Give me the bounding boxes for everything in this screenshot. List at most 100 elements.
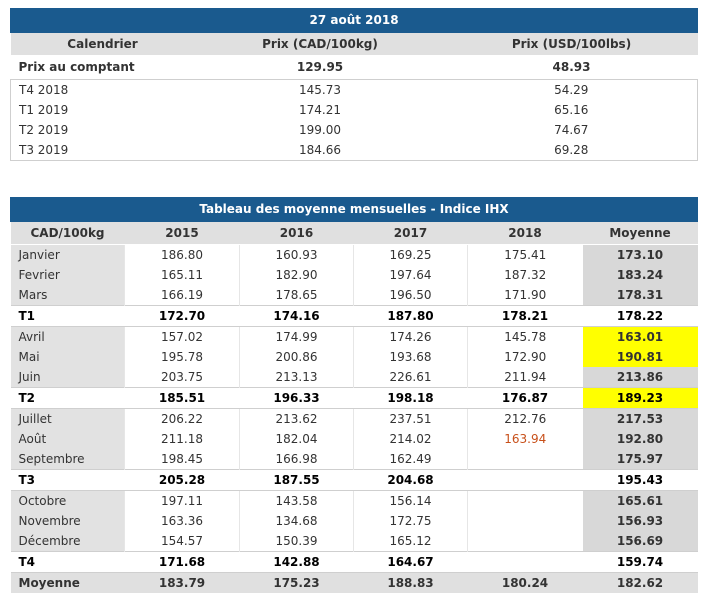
value-2015: 183.79 xyxy=(124,572,240,593)
spot-label: Prix au comptant xyxy=(10,55,195,80)
contract-price-usd: 54.29 xyxy=(445,79,699,100)
row-average: 159.74 xyxy=(582,551,698,573)
value-2015: 211.18 xyxy=(124,429,240,449)
value-2018 xyxy=(467,449,583,470)
contract-price-cad: 184.66 xyxy=(194,140,446,161)
month-row: Avril 157.02 174.99 174.26 145.78 163.01 xyxy=(10,326,698,347)
contract-price-cad: 174.21 xyxy=(194,100,446,120)
value-2017: 204.68 xyxy=(353,469,468,491)
month-row: Mars 166.19 178.65 196.50 171.90 178.31 xyxy=(10,285,698,306)
row-average: 213.86 xyxy=(582,367,698,388)
value-2017: 226.61 xyxy=(353,367,468,388)
value-2018: 175.41 xyxy=(467,244,583,265)
value-2016: 196.33 xyxy=(239,387,354,409)
value-2018: 180.24 xyxy=(467,572,583,593)
value-2016: 178.65 xyxy=(239,285,354,306)
futures-price-table: 27 août 2018 Calendrier Prix (CAD/100kg)… xyxy=(9,8,699,161)
value-2018 xyxy=(467,531,583,552)
price-table-title: 27 août 2018 xyxy=(9,8,699,33)
quarter-row: T4 171.68 142.88 164.67 159.74 xyxy=(10,551,698,573)
header-year-2015: 2015 xyxy=(124,221,240,245)
spot-price-cad: 129.95 xyxy=(194,55,446,80)
contract-row: T4 2018 145.73 54.29 xyxy=(10,79,699,100)
value-2015: 163.36 xyxy=(124,511,240,531)
row-average: 163.01 xyxy=(582,326,698,347)
value-2015: 154.57 xyxy=(124,531,240,552)
spot-price-usd: 48.93 xyxy=(445,55,698,80)
total-label: Moyenne xyxy=(10,572,125,593)
value-2018: 172.90 xyxy=(467,347,583,367)
value-2018: 145.78 xyxy=(467,326,583,347)
header-average: Moyenne xyxy=(582,221,698,245)
value-2018: 176.87 xyxy=(467,387,583,409)
quarter-row: T3 205.28 187.55 204.68 195.43 xyxy=(10,469,698,491)
header-calendar: Calendrier xyxy=(10,32,195,56)
value-2018 xyxy=(467,511,583,531)
row-average: 178.22 xyxy=(582,305,698,327)
month-row: Août 211.18 182.04 214.02 163.94 192.80 xyxy=(10,429,698,449)
value-2016: 213.13 xyxy=(239,367,354,388)
value-2016: 134.68 xyxy=(239,511,354,531)
row-average: 156.93 xyxy=(582,511,698,531)
value-2017: 193.68 xyxy=(353,347,468,367)
value-2017: 172.75 xyxy=(353,511,468,531)
header-price-cad: Prix (CAD/100kg) xyxy=(194,32,446,56)
contract-row: T1 2019 174.21 65.16 xyxy=(10,100,699,120)
month-label: Décembre xyxy=(10,531,125,552)
header-year-2018: 2018 xyxy=(467,221,583,245)
quarter-label: T3 xyxy=(10,469,125,491)
value-2015: 157.02 xyxy=(124,326,240,347)
value-2017: 214.02 xyxy=(353,429,468,449)
contract-label: T2 2019 xyxy=(10,120,195,140)
month-row: Mai 195.78 200.86 193.68 172.90 190.81 xyxy=(10,347,698,367)
value-2017: 174.26 xyxy=(353,326,468,347)
value-2017: 164.67 xyxy=(353,551,468,573)
value-2015: 166.19 xyxy=(124,285,240,306)
value-2015: 172.70 xyxy=(124,305,240,327)
value-2015: 185.51 xyxy=(124,387,240,409)
value-2015: 205.28 xyxy=(124,469,240,491)
contract-price-usd: 74.67 xyxy=(445,120,699,140)
row-average: 189.23 xyxy=(582,387,698,409)
value-2017: 169.25 xyxy=(353,244,468,265)
header-price-usd: Prix (USD/100lbs) xyxy=(445,32,698,56)
row-average: 173.10 xyxy=(582,244,698,265)
month-label: Avril xyxy=(10,326,125,347)
value-2015: 165.11 xyxy=(124,265,240,285)
value-2016: 175.23 xyxy=(239,572,354,593)
row-average: 156.69 xyxy=(582,531,698,552)
total-average-row: Moyenne 183.79 175.23 188.83 180.24 182.62 xyxy=(10,572,698,593)
contract-price-usd: 69.28 xyxy=(445,140,699,161)
contract-label: T1 2019 xyxy=(10,100,195,120)
value-2018: 187.32 xyxy=(467,265,583,285)
contract-label: T4 2018 xyxy=(10,79,195,100)
header-year-2016: 2016 xyxy=(239,221,354,245)
month-label: Août xyxy=(10,429,125,449)
quarter-row: T1 172.70 174.16 187.80 178.21 178.22 xyxy=(10,305,698,327)
value-2017: 156.14 xyxy=(353,490,468,511)
value-2017: 165.12 xyxy=(353,531,468,552)
row-average: 190.81 xyxy=(582,347,698,367)
month-label: Septembre xyxy=(10,449,125,470)
value-2016: 142.88 xyxy=(239,551,354,573)
value-2017: 197.64 xyxy=(353,265,468,285)
price-table-header-row: Calendrier Prix (CAD/100kg) Prix (USD/10… xyxy=(10,32,698,56)
value-2016: 200.86 xyxy=(239,347,354,367)
month-label: Fevrier xyxy=(10,265,125,285)
quarter-row: T2 185.51 196.33 198.18 176.87 189.23 xyxy=(10,387,698,409)
value-2017: 188.83 xyxy=(353,572,468,593)
monthly-table-title-row: Tableau des moyenne mensuelles - Indice … xyxy=(10,197,698,222)
value-2015: 206.22 xyxy=(124,408,240,429)
month-label: Mai xyxy=(10,347,125,367)
month-row: Janvier 186.80 160.93 169.25 175.41 173.10 xyxy=(10,244,698,265)
value-2018 xyxy=(467,551,583,573)
month-label: Octobre xyxy=(10,490,125,511)
contract-price-cad: 199.00 xyxy=(194,120,446,140)
month-label: Juin xyxy=(10,367,125,388)
month-row: Juin 203.75 213.13 226.61 211.94 213.86 xyxy=(10,367,698,388)
value-2017: 198.18 xyxy=(353,387,468,409)
month-row: Octobre 197.11 143.58 156.14 165.61 xyxy=(10,490,698,511)
value-2015: 198.45 xyxy=(124,449,240,470)
contract-row: T2 2019 199.00 74.67 xyxy=(10,120,699,140)
value-2016: 187.55 xyxy=(239,469,354,491)
